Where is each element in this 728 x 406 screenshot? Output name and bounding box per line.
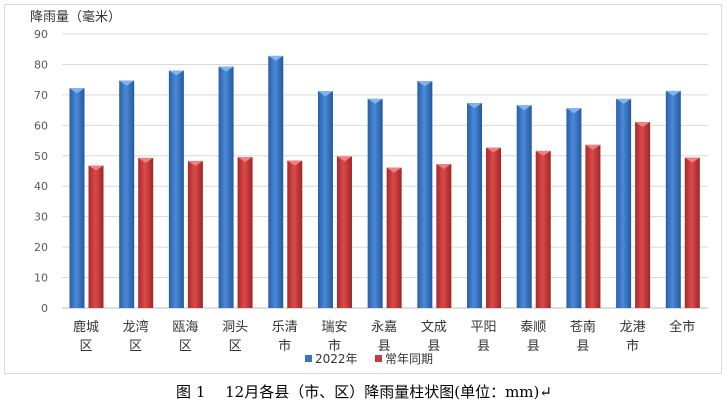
bar-2022 [268,55,284,308]
x-tick-label: 县 [427,339,440,354]
bar-cap [287,160,303,166]
x-tick-label: 泰顺 [520,320,546,335]
bar-2022 [168,70,184,309]
x-tick-label: 区 [179,339,192,354]
x-tick-label: 文成 [421,320,447,335]
bar-cap [88,165,104,171]
chart-frame [4,4,722,374]
bar-cap [119,80,135,86]
bar-cap [69,88,85,94]
bar-2022 [317,91,333,308]
x-tick-label: 县 [527,339,540,354]
y-tick-label: 0 [41,302,48,315]
bar-cap [665,90,681,96]
bar-cap [516,105,532,111]
bar-cap [467,103,483,109]
figure-caption: 图 1 12月各县（市、区）降雨量柱状图(单位：mm)↵ [176,383,552,401]
bar-cap [635,121,651,127]
bar-normal [535,150,551,308]
bar-2022 [218,66,234,308]
bar-2022 [417,81,433,308]
bar-cap [535,150,551,156]
x-tick-label: 龙港 [620,320,646,335]
x-tick-label: 鹿城 [73,319,99,335]
y-tick-label: 80 [34,58,48,71]
bar-2022 [467,103,483,308]
x-tick-label: 瓯海 [172,320,198,335]
bar-cap [486,147,502,153]
bar-2022 [69,88,85,309]
x-tick-label: 市 [328,338,341,354]
bar-2022 [119,80,135,308]
bar-normal [585,144,601,308]
bar-cap [585,144,601,150]
bar-cap [336,156,352,162]
bar-cap [187,160,203,166]
y-tick-label: 60 [34,119,48,132]
x-tick-label: 乐清 [272,320,298,335]
bar-2022 [566,108,582,308]
x-tick-label: 洞头 [222,320,248,335]
x-tick-label: 瑞安 [321,320,347,335]
bar-cap [138,157,154,163]
x-tick-label: 全市 [669,319,695,335]
bar-2022 [367,98,383,308]
x-tick-label: 市 [278,338,291,354]
bar-normal [386,167,402,308]
bar-normal [684,157,700,308]
bar-cap [367,98,383,104]
x-tick-label: 苍南 [570,319,596,335]
y-tick-label: 70 [34,89,48,102]
bar-normal [138,157,154,308]
bar-cap [436,163,452,169]
x-tick-label: 县 [477,339,490,354]
legend-label: 2022年 [315,352,358,366]
legend-swatch [305,355,312,362]
x-tick-label: 区 [229,339,242,354]
x-tick-label: 区 [79,339,92,354]
legend-label: 常年同期 [385,352,433,366]
y-tick-label: 40 [34,180,48,193]
bar-cap [566,108,582,114]
bar-cap [168,70,184,76]
bar-normal [336,156,352,308]
bar-cap [317,91,333,97]
y-tick-label: 90 [34,28,48,41]
bar-normal [436,163,452,308]
bar-normal [635,121,651,309]
x-tick-label: 县 [576,339,589,354]
y-tick-label: 50 [34,150,48,163]
bar-2022 [616,98,632,308]
y-tick-label: 20 [34,241,48,254]
x-tick-label: 市 [626,338,639,354]
bar-normal [187,160,203,308]
legend-swatch [375,355,382,362]
bar-2022 [516,105,532,309]
bar-normal [237,156,253,308]
bar-cap [386,167,402,173]
x-tick-label: 县 [378,339,391,354]
bar-normal [486,147,502,308]
x-tick-label: 龙湾 [123,319,149,335]
bar-chart: 0 10 20 30 40 50 60 70 80 90 鹿城区 龙湾区 瓯海区 洞头区 乐清市 瑞安市 永嘉县… [34,28,708,366]
bar-cap [417,81,433,87]
bar-cap [268,55,284,61]
bar-2022 [665,90,681,308]
y-tick-label: 10 [34,272,48,285]
bar-cap [616,98,632,104]
x-tick-label: 平阳 [471,320,497,335]
x-tick-label: 区 [129,339,142,354]
y-tick-label: 30 [34,211,48,224]
bar-cap [237,156,253,162]
y-axis-label: 降雨量（毫米） [30,10,122,25]
bar-cap [218,66,234,72]
x-tick-label: 永嘉 [371,320,397,335]
bar-normal [88,165,104,308]
bar-cap [684,157,700,163]
bar-normal [287,160,303,308]
